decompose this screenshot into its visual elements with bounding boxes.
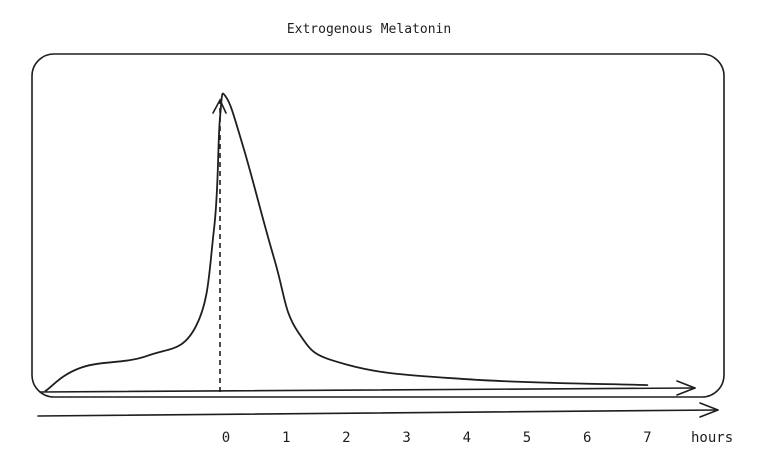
x-tick-label-1: 1 <box>282 430 290 446</box>
x-tick-label-3: 3 <box>402 430 410 446</box>
x-tick-label-7: 7 <box>643 430 651 446</box>
x-axis-ticks: 0 1 2 3 4 5 6 7 <box>222 430 652 446</box>
inner-baseline-arrow <box>39 387 696 393</box>
melatonin-curve-0 <box>44 92 649 392</box>
inner-baseline-arrowhead <box>676 380 696 396</box>
x-axis-unit-label: hours <box>691 430 733 446</box>
x-tick-label-0: 0 <box>222 430 230 446</box>
x-axis-arrowhead <box>699 402 719 418</box>
x-tick-label-2: 2 <box>342 430 350 446</box>
curve-layer <box>44 92 649 392</box>
chart-frame <box>31 53 725 398</box>
x-tick-label-5: 5 <box>523 430 531 446</box>
peak-marker-arrowhead <box>212 98 227 114</box>
x-tick-label-6: 6 <box>583 430 591 446</box>
chart-title: Extrogenous Melatonin <box>287 22 451 37</box>
x-tick-label-4: 4 <box>463 430 471 446</box>
x-axis-arrow <box>37 409 719 417</box>
